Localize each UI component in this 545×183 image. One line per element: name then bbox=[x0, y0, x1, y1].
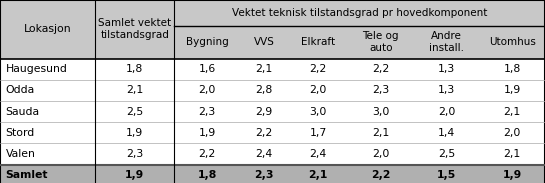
Text: Utomhus: Utomhus bbox=[489, 37, 536, 47]
Text: 2,0: 2,0 bbox=[310, 85, 327, 95]
Text: Valen: Valen bbox=[6, 149, 35, 159]
Bar bbox=[0, 0, 545, 59]
Text: Lokasjon: Lokasjon bbox=[24, 24, 71, 34]
Text: 2,0: 2,0 bbox=[372, 149, 390, 159]
Text: 2,1: 2,1 bbox=[308, 170, 328, 180]
Text: 2,1: 2,1 bbox=[256, 64, 273, 74]
Text: VVS: VVS bbox=[254, 37, 275, 47]
Text: 2,4: 2,4 bbox=[256, 149, 273, 159]
Text: Tele og
auto: Tele og auto bbox=[362, 31, 399, 53]
Text: 2,3: 2,3 bbox=[372, 85, 389, 95]
Text: 2,3: 2,3 bbox=[126, 149, 143, 159]
Text: 1,9: 1,9 bbox=[126, 128, 143, 138]
Text: 1,3: 1,3 bbox=[438, 85, 455, 95]
Text: Haugesund: Haugesund bbox=[6, 64, 68, 74]
Text: 1,9: 1,9 bbox=[198, 128, 216, 138]
Text: 1,9: 1,9 bbox=[502, 170, 522, 180]
Text: 1,9: 1,9 bbox=[504, 85, 521, 95]
Text: 2,0: 2,0 bbox=[504, 128, 521, 138]
Text: 2,1: 2,1 bbox=[504, 107, 521, 117]
Text: 1,8: 1,8 bbox=[197, 170, 217, 180]
Text: 2,3: 2,3 bbox=[198, 107, 216, 117]
Text: 1,8: 1,8 bbox=[126, 64, 143, 74]
Text: 1,6: 1,6 bbox=[198, 64, 216, 74]
Text: 3,0: 3,0 bbox=[310, 107, 327, 117]
Text: 1,9: 1,9 bbox=[125, 170, 144, 180]
Text: 2,0: 2,0 bbox=[198, 85, 216, 95]
Text: Samlet vektet
tilstandsgrad: Samlet vektet tilstandsgrad bbox=[98, 18, 171, 40]
Text: 1,7: 1,7 bbox=[310, 128, 327, 138]
Text: Samlet: Samlet bbox=[6, 170, 48, 180]
Text: 2,2: 2,2 bbox=[198, 149, 216, 159]
Text: Elkraft: Elkraft bbox=[301, 37, 335, 47]
Text: Sauda: Sauda bbox=[6, 107, 40, 117]
Text: 2,5: 2,5 bbox=[438, 149, 455, 159]
Bar bbox=[0, 80, 545, 101]
Text: Andre
install.: Andre install. bbox=[429, 31, 464, 53]
Text: Stord: Stord bbox=[6, 128, 35, 138]
Bar bbox=[0, 122, 545, 143]
Text: 2,1: 2,1 bbox=[372, 128, 389, 138]
Text: 2,2: 2,2 bbox=[372, 64, 389, 74]
Text: 2,0: 2,0 bbox=[438, 107, 455, 117]
Text: 2,1: 2,1 bbox=[504, 149, 521, 159]
Text: 2,8: 2,8 bbox=[256, 85, 273, 95]
Bar bbox=[0, 165, 545, 183]
Text: Bygning: Bygning bbox=[186, 37, 228, 47]
Bar bbox=[0, 143, 545, 165]
Text: 2,3: 2,3 bbox=[255, 170, 274, 180]
Text: 1,3: 1,3 bbox=[438, 64, 455, 74]
Text: Odda: Odda bbox=[6, 85, 35, 95]
Text: 1,5: 1,5 bbox=[437, 170, 456, 180]
Bar bbox=[0, 101, 545, 122]
Text: 3,0: 3,0 bbox=[372, 107, 390, 117]
Text: 1,8: 1,8 bbox=[504, 64, 521, 74]
Text: 1,4: 1,4 bbox=[438, 128, 455, 138]
Bar bbox=[0, 59, 545, 80]
Text: 2,2: 2,2 bbox=[256, 128, 273, 138]
Text: 2,2: 2,2 bbox=[371, 170, 391, 180]
Text: 2,5: 2,5 bbox=[126, 107, 143, 117]
Text: Vektet teknisk tilstandsgrad pr hovedkomponent: Vektet teknisk tilstandsgrad pr hovedkom… bbox=[232, 8, 487, 18]
Text: 2,4: 2,4 bbox=[310, 149, 327, 159]
Text: 2,9: 2,9 bbox=[256, 107, 273, 117]
Text: 2,1: 2,1 bbox=[126, 85, 143, 95]
Text: 2,2: 2,2 bbox=[310, 64, 327, 74]
